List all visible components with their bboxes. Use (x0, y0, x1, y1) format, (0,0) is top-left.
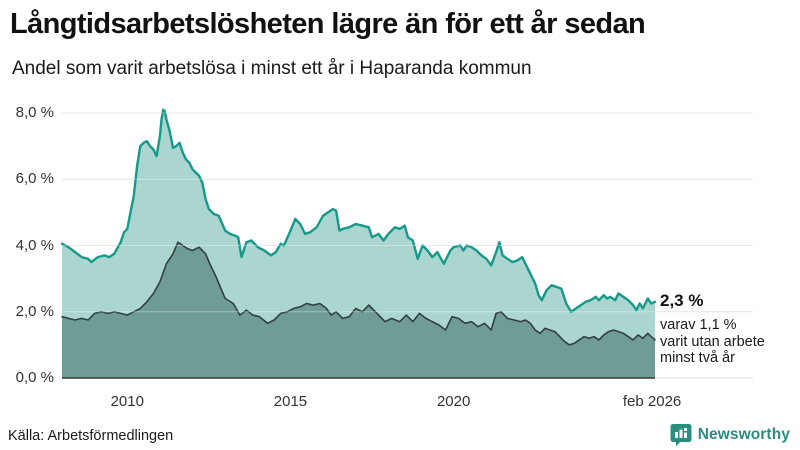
newsworthy-logo-icon (670, 423, 692, 447)
x-tick-label: 2010 (110, 393, 144, 410)
brand-name: Newsworthy (697, 426, 790, 443)
x-tick-label: feb 2026 (622, 393, 682, 410)
y-tick-label: 8,0 % (15, 104, 54, 121)
y-tick-label: 2,0 % (15, 302, 54, 320)
end-value-label: 2,3 % (660, 291, 704, 310)
y-tick-label: 0,0 % (15, 369, 54, 386)
x-tick-label: 2015 (273, 393, 308, 410)
brand-badge: Newsworthy (670, 423, 790, 447)
end-value-subtext: varav 1,1 % varit utan arbete minst två … (660, 317, 765, 366)
y-tick-label: 4,0 % (15, 236, 54, 254)
page-title: Långtidsarbetslösheten lägre än för ett … (10, 8, 646, 40)
x-tick-label: 2020 (436, 393, 471, 410)
area-chart (60, 108, 753, 379)
y-tick-label: 6,0 % (15, 170, 54, 188)
chart-subtitle: Andel som varit arbetslösa i minst ett å… (12, 58, 532, 79)
source-note: Källa: Arbetsförmedlingen (8, 428, 174, 444)
